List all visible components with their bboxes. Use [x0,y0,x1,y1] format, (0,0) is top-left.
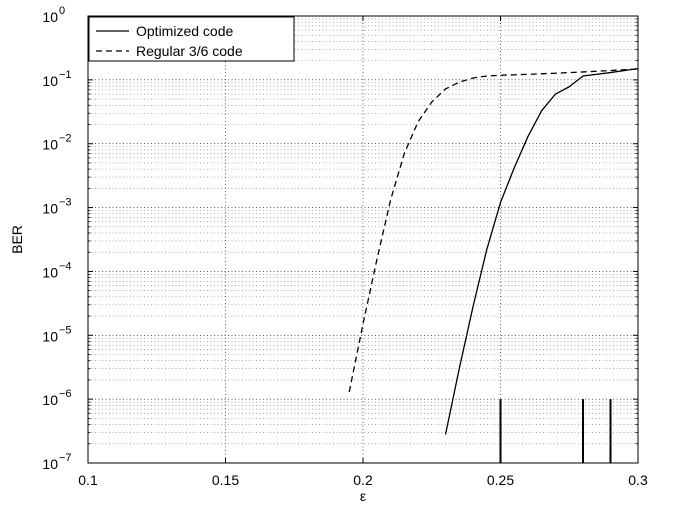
y-tick-base: 10 [42,392,58,408]
series-line-1 [348,68,639,392]
legend-item: Regular 3/6 code [96,43,243,59]
minor-grid [88,18,638,445]
y-tick-label: 10 −1 [42,69,71,89]
y-tick-exponent: −7 [59,452,72,464]
series-layer [348,67,639,435]
y-tick-exponent: −2 [59,133,72,145]
x-axis-label: ε [360,488,366,504]
x-tick-label: 0.1 [78,472,98,488]
y-tick-exponent: −3 [59,197,72,209]
x-tick-label: 0.2 [353,472,373,488]
y-tick-base: 10 [42,9,58,25]
y-tick-base: 10 [42,137,58,153]
legend-box [88,16,295,62]
x-tick-label: 0.15 [212,472,239,488]
y-tick-base: 10 [42,264,58,280]
y-tick-base: 10 [42,456,58,472]
y-tick-label: 10 −3 [42,197,71,217]
x-tick-label: 0.25 [487,472,514,488]
series-line-0 [444,67,639,435]
y-axis-label: BER [9,225,25,254]
legend-label: Regular 3/6 code [136,43,243,59]
threshold-markers [499,399,612,463]
legend: Optimized code Regular 3/6 code [88,16,295,62]
y-tick-label: 10 −2 [42,133,71,153]
y-tick-base: 10 [42,328,58,344]
x-tick-labels: 0.1 0.15 0.2 0.25 0.3 [78,472,648,488]
y-tick-base: 10 [42,73,58,89]
y-tick-label: 10 −5 [42,324,71,344]
y-tick-exponent: −4 [59,260,72,272]
y-tick-label: 10 −4 [42,260,71,280]
y-tick-exponent: −5 [59,324,72,336]
y-tick-base: 10 [42,201,58,217]
legend-label: Optimized code [136,23,233,39]
y-tick-label: 10 −6 [42,388,71,408]
y-tick-label: 10 −7 [42,452,71,472]
x-tick-label: 0.3 [628,472,648,488]
axis-ticks [87,15,639,464]
legend-item: Optimized code [96,23,233,39]
y-tick-exponent: −1 [59,69,72,81]
y-tick-label: 10 0 [42,5,65,25]
y-tick-exponent: 0 [59,5,65,17]
y-tick-exponent: −6 [59,388,72,400]
major-grid [88,16,638,463]
